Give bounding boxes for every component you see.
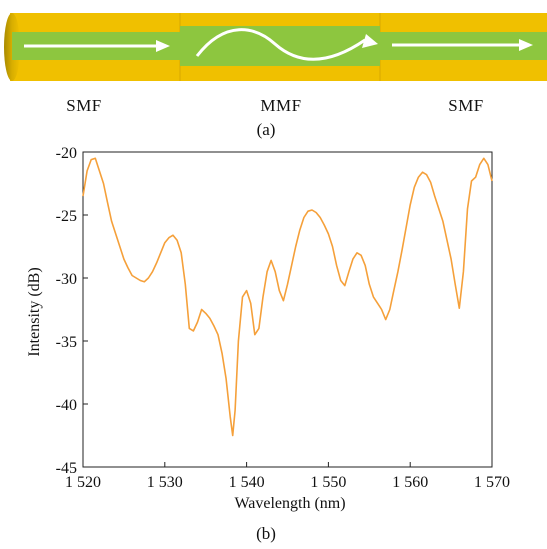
x-tick-label: 1 570 xyxy=(474,474,510,491)
smf-right-label: SMF xyxy=(448,96,484,115)
smf-left-label: SMF xyxy=(66,96,102,115)
mmf-core xyxy=(180,26,380,66)
plot-frame xyxy=(82,151,493,468)
light-arrow-right xyxy=(392,39,533,51)
y-tick-label: -40 xyxy=(56,397,77,414)
spectrum-line xyxy=(82,157,493,437)
y-tick-label: -30 xyxy=(56,271,77,288)
y-tick-label: -20 xyxy=(56,145,77,162)
y-axis-label: Intensity (dB) xyxy=(26,267,43,356)
spectrum-chart: -45-40-35-30-25-20 1 520 1 530 1 540 1 550 1… xyxy=(26,145,510,512)
y-tick-label: -25 xyxy=(56,208,77,225)
y-axis-ticks: -45 -40 -35 -30 -25 -20 xyxy=(56,145,88,477)
x-tick-label: 1 520 xyxy=(65,474,101,491)
x-tick-label: 1 540 xyxy=(229,474,265,491)
mmf-label: MMF xyxy=(260,96,302,115)
fiber-structure-diagram xyxy=(4,13,547,81)
light-arrow-wave xyxy=(195,28,378,61)
x-axis-label: Wavelength (nm) xyxy=(234,495,345,512)
x-axis-ticks: 1 520 1 530 1 540 1 550 1 560 1 570 xyxy=(65,462,510,491)
x-tick-label: 1 550 xyxy=(310,474,346,491)
y-tick-label: -35 xyxy=(56,334,77,351)
x-tick-label: 1 560 xyxy=(392,474,428,491)
caption-b: (b) xyxy=(256,524,276,543)
x-tick-label: 1 530 xyxy=(147,474,183,491)
light-arrow-left xyxy=(24,40,170,52)
caption-a: (a) xyxy=(256,120,276,139)
y-tick-label: -45 xyxy=(56,460,77,477)
